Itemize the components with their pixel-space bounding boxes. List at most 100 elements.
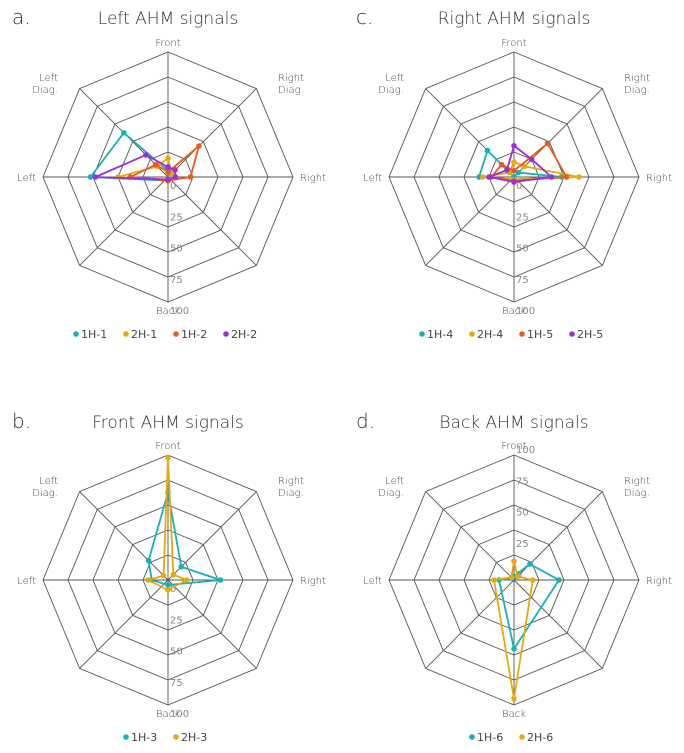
data-point-2h-3-left-diag (160, 572, 167, 579)
data-point-2h-1-front (165, 155, 171, 162)
legend-marker-1h-4 (419, 331, 425, 337)
grid-spoke (79, 579, 169, 669)
data-point-2h-6-back (511, 695, 517, 702)
axis-label-left: Left (363, 173, 382, 184)
data-point-2h-3-right (183, 577, 190, 583)
legend-label-2h-3: 2H-3 (181, 731, 207, 744)
data-point-1h-3-right-diag (178, 563, 185, 570)
data-point-2h-6-right (529, 577, 536, 583)
axis-label-right-diag: Right Diag. (624, 476, 650, 499)
legend-marker-2h-4 (469, 331, 475, 337)
axis-label-left-diag: Left Diag. (32, 476, 58, 499)
data-point-2h-2-right-diag (172, 167, 178, 173)
axis-label-right-diag: Right Diag. (278, 73, 304, 96)
grid-spoke (167, 88, 257, 178)
axis-label-left-diag: Left Diag. (378, 73, 404, 96)
grid-spoke (513, 88, 603, 178)
legend-marker-1h-3 (123, 734, 129, 740)
data-point-2h-6-right-diag (514, 573, 521, 580)
data-point-2h-3-left (145, 577, 151, 583)
radar-panel-right-ahm-signals: c. Right AHM signals Front Right Diag. Right B… (356, 5, 672, 341)
panel-letter: b. (12, 409, 31, 433)
tick-label: 100 (516, 306, 535, 317)
legend-marker-2h-6 (519, 734, 525, 740)
data-point-1h-4-left-diag (484, 147, 491, 154)
legend-label-1h-5: 1H-5 (527, 328, 553, 341)
legend-label-1h-2: 1H-2 (181, 328, 207, 341)
tick-label: 100 (516, 445, 535, 456)
grid-spoke (79, 491, 169, 581)
grid-spoke (167, 579, 257, 669)
data-point-1h-6-right-diag (527, 561, 533, 567)
axis-label-left-diag: Left Diag. (378, 476, 404, 499)
tick-label: 75 (516, 476, 529, 487)
data-point-1h-6-right (556, 577, 562, 583)
axis-label-front: Front (501, 38, 526, 49)
chart-title: Back AHM signals (439, 413, 588, 433)
data-point-1h-3-back (165, 582, 171, 588)
data-point-1h-2-right (187, 174, 194, 180)
legend-label-1h-1: 1H-1 (81, 328, 107, 341)
legend-label-2h-2: 2H-2 (231, 328, 257, 341)
legend-marker-2h-1 (123, 331, 129, 337)
legend-marker-2h-2 (223, 331, 229, 337)
tick-label: 25 (170, 212, 183, 223)
data-point-1h-3-left-diag (145, 557, 152, 564)
axis-label-right-diag: Right Diag. (624, 73, 650, 96)
axis-label-right: Right (300, 173, 326, 184)
grid-spoke (513, 579, 603, 669)
panel-letter: c. (356, 5, 373, 29)
chart-title: Front AHM signals (92, 413, 243, 433)
tick-label: 100 (170, 709, 189, 720)
axis-label-left: Left (17, 173, 36, 184)
tick-label: 0 (516, 181, 522, 192)
tick-label: 75 (170, 275, 183, 286)
data-point-2h-3-right-diag (170, 571, 177, 578)
data-point-2h-5-front (511, 142, 517, 149)
tick-label: 100 (170, 306, 189, 317)
legend-marker-2h-3 (173, 734, 179, 740)
legend-label-2h-1: 2H-1 (131, 328, 157, 341)
data-point-2h-2-left-diag (143, 152, 149, 158)
data-point-1h-5-left-diag (498, 161, 505, 168)
axis-label-right: Right (300, 576, 326, 587)
grid-spoke (167, 176, 257, 266)
axis-label-right: Right (646, 576, 672, 587)
legend-label-1h-3: 1H-3 (131, 731, 157, 744)
data-point-2h-2-right (172, 174, 179, 180)
data-point-2h-5-right (548, 174, 555, 180)
data-point-2h-6-left-diag (508, 574, 515, 581)
tick-label: 25 (516, 539, 529, 550)
legend-label-2h-6: 2H-6 (527, 731, 553, 744)
panel-letter: d. (356, 409, 375, 433)
tick-label: 50 (170, 647, 183, 658)
grid-spoke (425, 579, 515, 669)
tick-label: 25 (516, 212, 529, 223)
legend-label-1h-4: 1H-4 (427, 328, 453, 341)
legend-marker-1h-2 (173, 331, 179, 337)
data-point-2h-6-front (511, 558, 517, 565)
data-point-1h-4-right-diag (515, 169, 522, 176)
legend-marker-1h-5 (519, 331, 525, 337)
axis-label-back: Back (502, 709, 526, 720)
data-point-1h-2-left-diag (152, 161, 159, 168)
axis-label-front: Front (501, 441, 526, 452)
data-point-1h-5-right-diag (544, 140, 551, 147)
data-point-1h-5-front (511, 167, 517, 174)
data-point-1h-5-right (563, 174, 570, 180)
axis-label-back: Back (156, 709, 180, 720)
axis-label-left-diag: Left Diag. (32, 73, 58, 96)
data-point-2h-3-front (165, 454, 171, 461)
chart-title: Right AHM signals (438, 9, 591, 29)
data-point-2h-2-front (165, 164, 171, 170)
data-point-2h-6-left (491, 577, 497, 583)
axis-label-front: Front (155, 38, 180, 49)
tick-label: 75 (170, 678, 183, 689)
data-point-2h-5-right-diag (528, 156, 535, 163)
tick-label: 0 (170, 584, 176, 595)
chart-title: Left AHM signals (98, 9, 238, 29)
axis-label-front: Front (155, 441, 180, 452)
data-point-2h-2-back (165, 176, 171, 183)
axis-label-right-diag: Right Diag. (278, 476, 304, 499)
